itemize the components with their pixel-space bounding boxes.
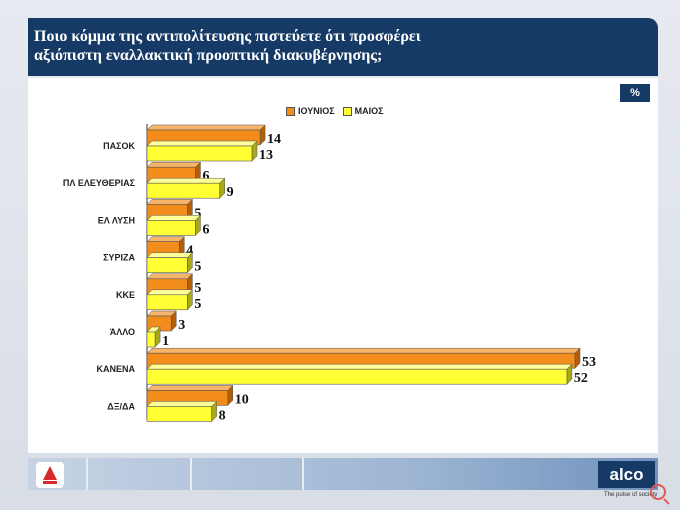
data-label: 53 bbox=[582, 355, 596, 370]
bar-series-2 bbox=[146, 220, 196, 236]
alco-tagline: The pulse of society bbox=[604, 492, 658, 498]
client-logo-icon bbox=[36, 462, 64, 488]
footer-bar bbox=[28, 458, 658, 490]
category-label: ΠΑΣΟΚ bbox=[103, 141, 135, 151]
category-label: ΔΞ/ΔΑ bbox=[107, 401, 135, 411]
bar-top-face bbox=[146, 124, 266, 131]
category-label: ΠΛ ΕΛΕΥΘΕΡΙΑΣ bbox=[63, 178, 136, 188]
bar-series-2 bbox=[146, 182, 220, 199]
bar-top-face bbox=[146, 363, 573, 370]
data-label: 5 bbox=[194, 297, 201, 312]
chart-panel bbox=[28, 78, 658, 453]
data-label: 13 bbox=[259, 148, 273, 163]
bar-top-face bbox=[146, 161, 202, 168]
bar-top-face bbox=[146, 199, 193, 205]
data-label: 1 bbox=[162, 334, 169, 349]
footer-divider bbox=[302, 458, 304, 490]
data-label: 5 bbox=[194, 206, 201, 221]
bar-top-face bbox=[146, 215, 202, 221]
category-label: ΕΛ ΛΥΣΗ bbox=[98, 215, 135, 225]
bar-top-face bbox=[146, 401, 218, 407]
legend-label-series-1: ΙΟΥΝΙΟΣ bbox=[298, 106, 335, 116]
category-label: ΣΥΡΙΖΑ bbox=[103, 253, 135, 263]
footer-divider bbox=[86, 458, 88, 490]
data-label: 10 bbox=[235, 392, 249, 407]
bar-top-face bbox=[146, 140, 258, 147]
data-label: 14 bbox=[267, 132, 281, 147]
data-label: 5 bbox=[194, 281, 201, 296]
data-label: 4 bbox=[186, 244, 193, 259]
bar-series-2 bbox=[146, 368, 568, 385]
bar-top-face bbox=[146, 252, 193, 258]
bar-top-face bbox=[146, 289, 193, 296]
footer-divider bbox=[190, 458, 192, 490]
percent-badge: % bbox=[620, 84, 650, 102]
bar-top-face bbox=[146, 347, 581, 354]
data-label: 6 bbox=[202, 169, 209, 184]
data-label: 6 bbox=[202, 222, 209, 237]
bar-top-face bbox=[146, 236, 185, 242]
legend-item-series-2: ΜΑΙΟΣ bbox=[342, 106, 384, 116]
legend-swatch-series-1 bbox=[286, 106, 295, 116]
bar-series-2 bbox=[146, 145, 253, 162]
bar-series-2 bbox=[146, 294, 188, 311]
data-label: 3 bbox=[178, 318, 185, 333]
title-banner: Ποιο κόμμα της αντιπολίτευσης πιστεύετε … bbox=[28, 18, 658, 76]
alco-logo: alco bbox=[598, 461, 655, 488]
legend-swatch-series-2 bbox=[342, 106, 352, 116]
bar-top-face bbox=[146, 385, 234, 391]
zoom-icon[interactable] bbox=[650, 484, 666, 500]
category-label: ΚΑΝΕΝΑ bbox=[96, 364, 135, 374]
bar-top-face bbox=[146, 177, 226, 184]
bar-series-2 bbox=[146, 331, 156, 348]
bar-series-2 bbox=[146, 406, 212, 422]
title-line-2: αξιόπιστη εναλλακτική προοπτική διακυβέρ… bbox=[34, 47, 383, 64]
legend-item-series-1: ΙΟΥΝΙΟΣ bbox=[286, 106, 335, 116]
data-label: 52 bbox=[574, 371, 588, 386]
title-line-1: Ποιο κόμμα της αντιπολίτευσης πιστεύετε … bbox=[34, 28, 421, 45]
data-label: 8 bbox=[219, 408, 226, 423]
category-label: ΆΛΛΟ bbox=[110, 327, 135, 337]
bar-top-face bbox=[146, 273, 193, 280]
category-label: ΚΚΕ bbox=[116, 290, 135, 300]
legend-label-series-2: ΜΑΙΟΣ bbox=[354, 106, 384, 116]
data-label: 5 bbox=[194, 260, 201, 275]
chart-legend: ΙΟΥΝΙΟΣ ΜΑΙΟΣ bbox=[286, 104, 384, 118]
data-label: 9 bbox=[227, 185, 234, 200]
chart-title: Ποιο κόμμα της αντιπολίτευσης πιστεύετε … bbox=[34, 27, 634, 65]
bar-series-2 bbox=[146, 257, 188, 273]
